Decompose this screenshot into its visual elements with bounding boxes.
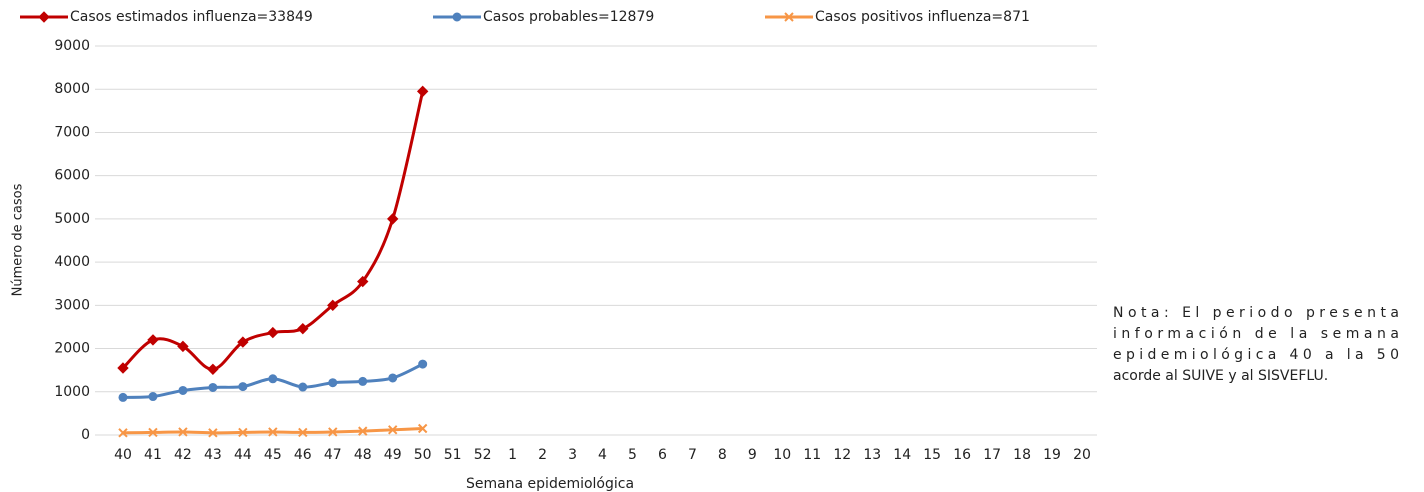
- x-tick-label: 17: [983, 447, 1001, 463]
- data-point: [178, 385, 188, 395]
- data-point: [118, 392, 128, 402]
- x-tick-label: 46: [294, 447, 312, 463]
- data-point: [238, 427, 248, 438]
- legend-label: Casos probables=12879: [483, 9, 654, 25]
- y-tick-label: 9000: [54, 38, 90, 54]
- data-point: [118, 428, 128, 438]
- x-tick-label: 50: [414, 447, 432, 463]
- data-point: [207, 363, 219, 376]
- data-point: [358, 426, 368, 436]
- data-point: [297, 322, 309, 335]
- legend-label: Casos estimados influenza=33849: [70, 9, 313, 25]
- y-tick-label: 1000: [54, 384, 90, 400]
- x-axis-label: Semana epidemiológica: [466, 476, 634, 492]
- series-line: [121, 91, 425, 371]
- data-point: [298, 427, 308, 438]
- data-point: [328, 378, 338, 388]
- data-point: [418, 359, 428, 369]
- x-tick-label: 18: [1013, 447, 1031, 463]
- x-tick-label: 20: [1073, 447, 1091, 463]
- x-tick-label: 14: [893, 447, 911, 463]
- legend-label: Casos positivos influenza=871: [815, 9, 1030, 25]
- x-tick-label: 45: [264, 447, 282, 463]
- x-tick-label: 42: [174, 447, 192, 463]
- note-line: información de la semana: [1113, 326, 1399, 342]
- legend-marker: [452, 12, 462, 22]
- x-tick-label: 44: [234, 447, 252, 463]
- data-point: [358, 376, 368, 386]
- x-tick-label: 4: [598, 447, 607, 463]
- data-point: [388, 373, 398, 383]
- data-point: [357, 275, 369, 288]
- x-tick-label: 8: [718, 447, 727, 463]
- data-point: [416, 85, 429, 98]
- data-point: [327, 299, 339, 312]
- x-tick-label: 15: [923, 447, 941, 463]
- y-tick-label: 4000: [54, 254, 90, 270]
- x-tick-label: 7: [688, 447, 697, 463]
- y-tick-label: 2000: [54, 341, 90, 357]
- x-tick-label: 43: [204, 447, 222, 463]
- data-point: [268, 374, 278, 384]
- data-point: [177, 340, 189, 353]
- x-tick-label: 5: [628, 447, 637, 463]
- data-point: [238, 382, 248, 392]
- x-tick-label: 6: [658, 447, 667, 463]
- data-point: [298, 382, 308, 392]
- data-point: [208, 382, 218, 392]
- y-tick-label: 8000: [54, 81, 90, 97]
- x-tick-label: 10: [773, 447, 791, 463]
- data-point: [178, 427, 188, 437]
- x-tick-label: 19: [1043, 447, 1061, 463]
- note-line: epidemiológica 40 a la 50: [1113, 347, 1399, 363]
- y-tick-label: 5000: [54, 211, 90, 227]
- data-point: [387, 213, 399, 225]
- x-tick-label: 47: [324, 447, 342, 463]
- data-point: [388, 425, 398, 435]
- data-point: [267, 326, 279, 339]
- legend-marker: [38, 11, 50, 23]
- x-tick-label: 49: [384, 447, 402, 463]
- data-point: [268, 427, 278, 437]
- x-tick-label: 11: [803, 447, 821, 463]
- x-tick-label: 41: [144, 447, 162, 463]
- y-tick-label: 7000: [54, 124, 90, 140]
- x-tick-label: 13: [863, 447, 881, 463]
- data-point: [237, 336, 249, 348]
- data-point: [148, 427, 158, 438]
- x-tick-label: 3: [568, 447, 577, 463]
- x-tick-label: 48: [354, 447, 372, 463]
- data-point: [148, 392, 158, 402]
- x-tick-label: 2: [538, 447, 547, 463]
- x-tick-label: 12: [833, 447, 851, 463]
- data-point: [117, 362, 129, 374]
- data-point: [208, 428, 218, 438]
- y-axis-label: Número de casos: [11, 183, 26, 296]
- data-point: [147, 334, 159, 346]
- x-tick-label: 40: [114, 447, 132, 463]
- data-point: [417, 423, 428, 434]
- note-line: acorde al SUIVE y al SISVEFLU.: [1113, 368, 1328, 384]
- x-tick-label: 16: [953, 447, 971, 463]
- legend-marker: [784, 12, 794, 22]
- y-tick-label: 6000: [54, 168, 90, 184]
- x-tick-label: 52: [474, 447, 492, 463]
- y-tick-label: 3000: [54, 297, 90, 313]
- x-tick-label: 1: [508, 447, 517, 463]
- x-tick-label: 9: [748, 447, 757, 463]
- note-line: Nota: El periodo presenta: [1113, 305, 1399, 321]
- data-point: [328, 427, 338, 437]
- x-tick-label: 51: [444, 447, 462, 463]
- y-tick-label: 0: [81, 427, 90, 443]
